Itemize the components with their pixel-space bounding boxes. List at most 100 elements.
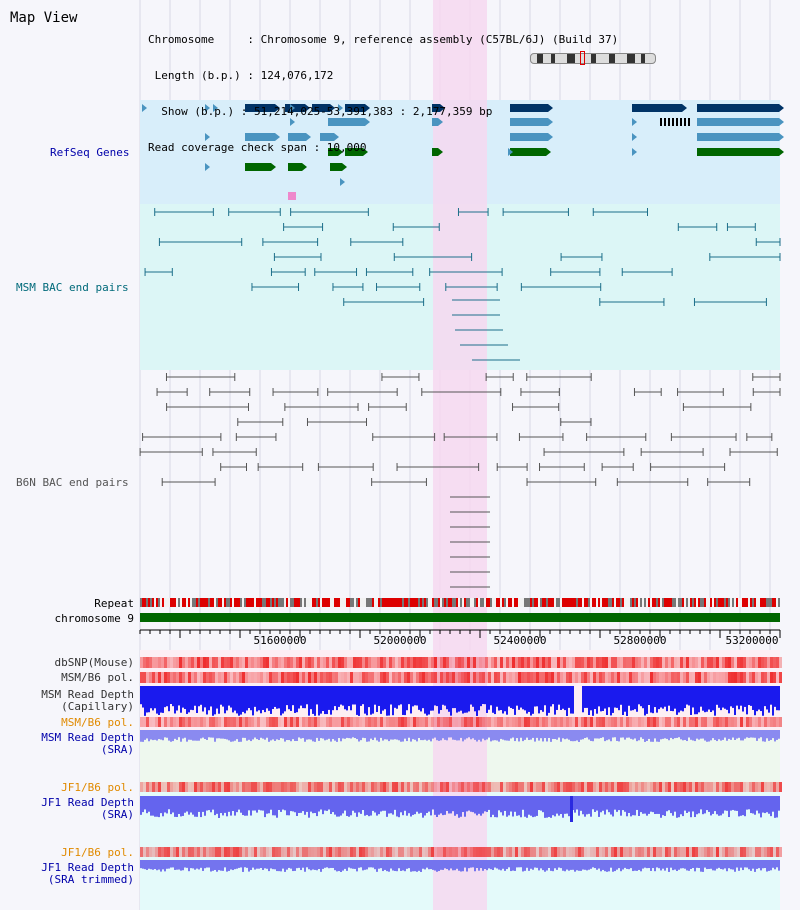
jf1-b6-pol-2-strip [668, 847, 671, 857]
dbsnp-strip [464, 657, 467, 668]
repeat-segment [710, 598, 712, 607]
repeat-segment [628, 598, 630, 607]
msm-depth-sra-bar [298, 730, 300, 738]
repeat-segment [554, 598, 556, 607]
msm-b6-pol-strip [395, 672, 398, 683]
msm-b6-pol-2-strip [629, 717, 632, 727]
jf1-b6-pol-2-strip [257, 847, 260, 857]
jf1-b6-pol-2-strip [191, 847, 194, 857]
jf1-trim-bar [366, 860, 368, 870]
track-label-jf1-depth[interactable]: JF1 Read Depth [41, 796, 134, 809]
track-label-msm-b6-pol[interactable]: MSM/B6 pol. [61, 671, 134, 684]
repeat-segment [282, 598, 284, 607]
msm-depth-sra-bar [222, 730, 224, 739]
jf1-depth-bar [760, 796, 762, 818]
track-label-dbsnp[interactable]: dbSNP(Mouse) [54, 656, 134, 669]
jf1-b6-pol-2-strip [617, 847, 620, 857]
jf1-trim-bar [650, 860, 652, 871]
jf1-b6-pol-strip [269, 782, 272, 792]
msm-depth-cap-bar [492, 686, 494, 713]
msm-b6-pol-strip [587, 672, 590, 683]
jf1-depth-bar [254, 796, 256, 811]
jf1-trim-bar [672, 860, 674, 871]
jf1-b6-pol-strip [287, 782, 290, 792]
msm-depth-sra-bar [368, 730, 370, 742]
msm-b6-pol-strip [527, 672, 530, 683]
msm-depth-cap-bar [224, 686, 226, 714]
jf1-depth-bar [334, 796, 336, 815]
msm-depth-sra-bar [676, 730, 678, 738]
jf1-depth-bar [166, 796, 168, 814]
jf1-depth-bar [446, 796, 448, 811]
msm-depth-sra-bar [724, 730, 726, 738]
msm-b6-pol-strip [659, 672, 662, 683]
jf1-depth-bar [544, 796, 546, 818]
msm-b6-pol-strip [365, 672, 368, 683]
msm-b6-pol-strip [638, 672, 641, 683]
msm-depth-sra-bar [698, 730, 700, 740]
jf1-b6-pol-2-strip [656, 847, 659, 857]
msm-depth-sra-bar [658, 730, 660, 742]
track-label-refseq[interactable]: RefSeq Genes [50, 146, 130, 159]
track-label-msm-depth-cap[interactable]: MSM Read Depth [41, 688, 134, 701]
repeat-segment [310, 598, 312, 607]
jf1-b6-pol-2-strip [359, 847, 362, 857]
track-label-b6n-bac[interactable]: B6N BAC end pairs [16, 476, 129, 489]
jf1-b6-pol-2-strip [764, 847, 767, 857]
msm-depth-sra-bar [308, 730, 310, 740]
msm-depth-cap-bar [324, 686, 326, 715]
msm-depth-sra-bar [436, 730, 438, 741]
track-label-msm-bac[interactable]: MSM BAC end pairs [16, 281, 129, 294]
track-label-jf1-b6-pol-2[interactable]: JF1/B6 pol. [61, 846, 134, 859]
msm-b6-pol-2-strip [653, 717, 656, 727]
msm-depth-sra-bar [378, 730, 380, 742]
jf1-trim-bar [742, 860, 744, 871]
msm-b6-pol-2-strip [740, 717, 743, 727]
jf1-depth-bar [260, 796, 262, 811]
jf1-trim-bar [536, 860, 538, 868]
jf1-b6-pol-2-strip [494, 847, 497, 857]
msm-b6-pol-2-strip [356, 717, 359, 727]
track-label-msm-b6-pol-2[interactable]: MSM/B6 pol. [61, 716, 134, 729]
msm-depth-cap-bar [652, 686, 654, 714]
jf1-trim-bar [772, 860, 774, 868]
msm-b6-pol-2-strip [554, 717, 557, 727]
dbsnp-strip [554, 657, 557, 668]
msm-depth-cap-bar [314, 686, 316, 716]
msm-b6-pol-strip [518, 672, 521, 683]
msm-b6-pol-strip [404, 672, 407, 683]
jf1-b6-pol-2-strip [563, 847, 566, 857]
dbsnp-strip [389, 657, 392, 668]
msm-depth-sra-bar [644, 730, 646, 742]
repeat-segment [596, 598, 598, 607]
track-label-jf1-trim[interactable]: JF1 Read Depth [41, 861, 134, 874]
repeat-segment [264, 598, 266, 607]
jf1-b6-pol-strip [197, 782, 200, 792]
msm-depth-cap-bar [318, 686, 320, 716]
jf1-depth-bar [328, 796, 330, 810]
dbsnp-strip [152, 657, 155, 668]
msm-depth-sra-bar [140, 730, 142, 742]
jf1-depth-bar [386, 796, 388, 817]
jf1-trim-bar [524, 860, 526, 871]
chromosome-ideogram[interactable] [530, 53, 656, 64]
msm-depth-sra-bar [768, 730, 770, 741]
dbsnp-strip [404, 657, 407, 668]
track-label-jf1-b6-pol[interactable]: JF1/B6 pol. [61, 781, 134, 794]
msm-b6-pol-2-strip [227, 717, 230, 727]
jf1-depth-bar [530, 796, 532, 816]
msm-b6-pol-strip [593, 672, 596, 683]
dbsnp-strip [446, 657, 449, 668]
dbsnp-strip [749, 657, 752, 668]
track-label-msm-depth-sra[interactable]: MSM Read Depth [41, 731, 134, 744]
repeat-segment [224, 598, 226, 607]
dbsnp-strip [284, 657, 287, 668]
msm-b6-pol-strip [485, 672, 488, 683]
msm-depth-sra-bar [634, 730, 636, 739]
jf1-b6-pol-2-strip [677, 847, 680, 857]
jf1-depth-bar [410, 796, 412, 817]
msm-b6-pol-2-strip [248, 717, 251, 727]
dbsnp-strip [779, 657, 782, 668]
jf1-b6-pol-strip [278, 782, 281, 792]
